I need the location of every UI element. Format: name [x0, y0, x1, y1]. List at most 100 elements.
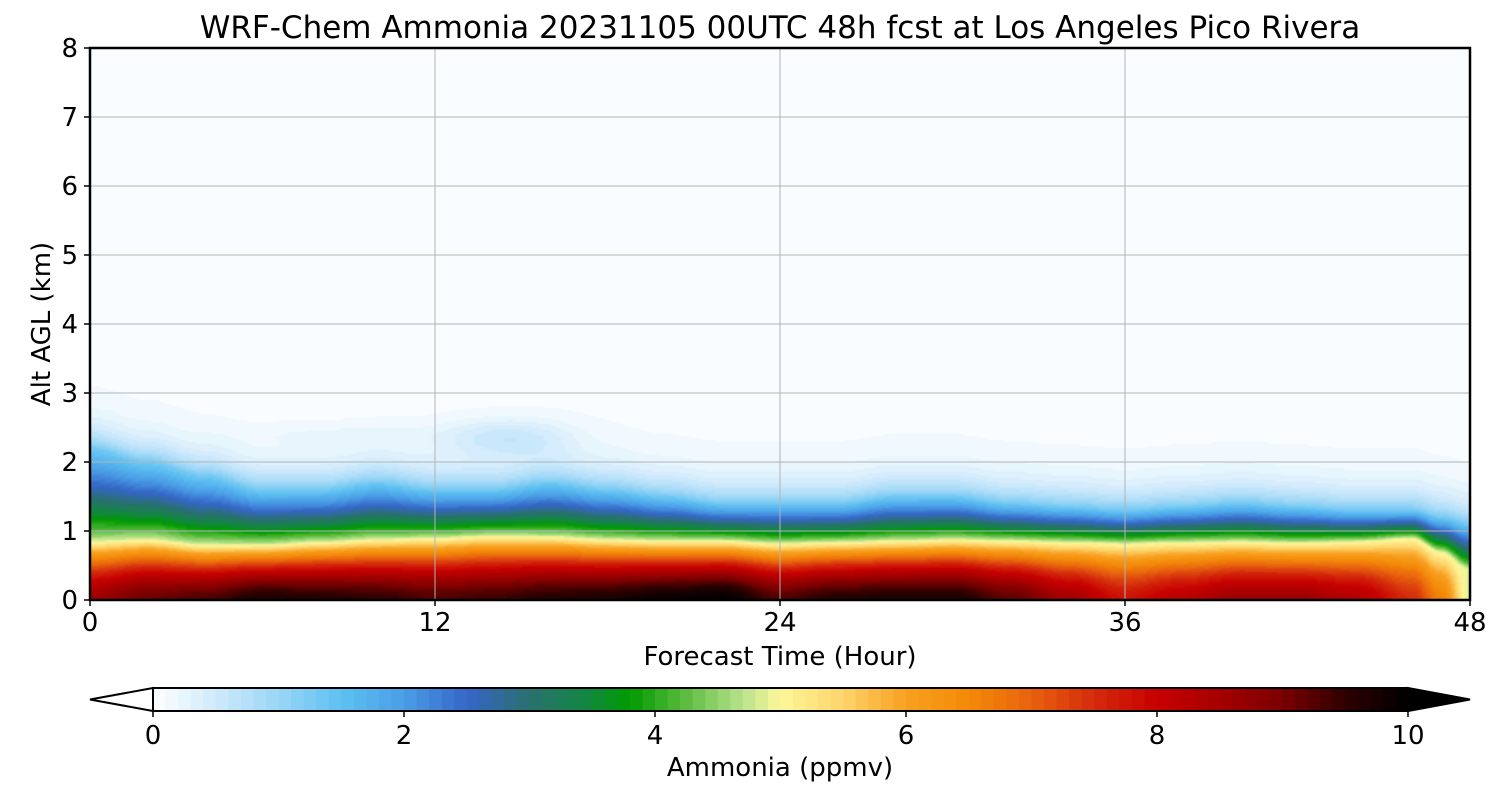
colorbar-swatch-25: [466, 688, 480, 711]
colorbar-swatch-10: [278, 688, 292, 711]
colorbar-frame: [152, 687, 1409, 712]
colorbar-swatch-62: [931, 688, 945, 711]
colorbar-swatch-30: [529, 688, 543, 711]
colorbar-swatch-18: [378, 688, 393, 711]
x-axis-label: Forecast Time (Hour): [643, 642, 916, 672]
colorbar-over-arrow: [1407, 686, 1471, 713]
x-tick-label-4: 48: [1453, 608, 1486, 638]
colorbar-swatch-9: [265, 688, 280, 711]
colorbar-swatch-69: [1018, 688, 1033, 711]
colorbar-swatch-6: [228, 688, 242, 711]
colorbar-swatch-7: [240, 688, 254, 711]
x-tick-label-1: 12: [418, 608, 451, 638]
colorbar-swatch-53: [818, 688, 832, 711]
colorbar-swatch-63: [943, 688, 957, 711]
colorbar-swatch-88: [1257, 688, 1271, 711]
colorbar-tick-label-0: 0: [145, 721, 162, 751]
colorbar-swatch-45: [717, 688, 731, 711]
colorbar-swatch-39: [642, 688, 656, 711]
colorbar-swatch-1: [165, 688, 179, 711]
colorbar-swatch-81: [1169, 688, 1183, 711]
colorbar-swatch-35: [592, 688, 606, 711]
colorbar-tick-label-2: 4: [647, 721, 664, 751]
colorbar-swatch-80: [1157, 688, 1171, 711]
colorbar-swatch-20: [404, 688, 418, 711]
colorbar-swatch-41: [667, 688, 681, 711]
colorbar-swatch-67: [993, 688, 1007, 711]
colorbar-swatch-43: [692, 688, 706, 711]
colorbar: 0 2 4 6 8 10: [89, 686, 1471, 751]
colorbar-swatch-47: [742, 688, 756, 711]
y-axis: 0 1 2 3 4 5 6 7 8: [61, 34, 90, 616]
y-tick-label-6: 6: [61, 172, 78, 202]
colorbar-swatch-57: [868, 688, 882, 711]
colorbar-swatch-61: [918, 688, 932, 711]
x-tick-label-2: 24: [763, 608, 796, 638]
colorbar-swatch-60: [906, 688, 920, 711]
colorbar-swatch-74: [1081, 688, 1095, 711]
colorbar-swatch-77: [1119, 688, 1133, 711]
x-tick-label-3: 36: [1108, 608, 1141, 638]
y-tick-label-7: 7: [61, 103, 78, 133]
colorbar-swatch-40: [655, 688, 669, 711]
colorbar-swatch-92: [1307, 688, 1321, 711]
colorbar-swatch-68: [1006, 688, 1020, 711]
colorbar-swatch-32: [554, 688, 568, 711]
colorbar-swatch-17: [366, 688, 380, 711]
colorbar-swatch-82: [1182, 688, 1196, 711]
colorbar-swatch-58: [880, 688, 895, 711]
colorbar-swatch-73: [1069, 688, 1083, 711]
colorbar-swatch-19: [391, 688, 405, 711]
colorbar-swatch-15: [341, 688, 355, 711]
colorbar-swatch-24: [454, 688, 468, 711]
y-tick-label-5: 5: [61, 241, 78, 271]
colorbar-swatch-28: [504, 688, 518, 711]
colorbar-swatch-44: [705, 688, 719, 711]
colorbar-swatch-50: [780, 688, 794, 711]
colorbar-swatch-55: [843, 688, 857, 711]
colorbar-swatch-75: [1094, 688, 1108, 711]
colorbar-swatch-31: [542, 688, 556, 711]
colorbar-swatch-70: [1031, 688, 1045, 711]
y-tick-label-4: 4: [61, 310, 78, 340]
colorbar-swatch-86: [1232, 688, 1246, 711]
colorbar-swatch-99: [1395, 688, 1409, 711]
x-axis: 0 12 24 36 48: [82, 600, 1487, 638]
colorbar-swatch-66: [981, 688, 995, 711]
colorbar-swatch-96: [1357, 688, 1371, 711]
y-tick-label-1: 1: [61, 517, 78, 547]
colorbar-swatch-54: [830, 688, 844, 711]
colorbar-swatch-5: [215, 688, 229, 711]
chart-title: WRF-Chem Ammonia 20231105 00UTC 48h fcst…: [200, 10, 1361, 46]
colorbar-swatch-49: [767, 688, 782, 711]
colorbar-tick-label-3: 6: [898, 721, 915, 751]
colorbar-swatch-8: [253, 688, 267, 711]
y-axis-label: Alt AGL (km): [27, 242, 57, 406]
colorbar-swatch-85: [1219, 688, 1233, 711]
colorbar-swatch-91: [1295, 688, 1309, 711]
colorbar-swatch-87: [1244, 688, 1258, 711]
colorbar-label: Ammonia (ppmv): [667, 753, 893, 783]
x-tick-label-0: 0: [82, 608, 99, 638]
colorbar-swatch-56: [855, 688, 869, 711]
colorbar-swatch-83: [1194, 688, 1208, 711]
colorbar-swatch-4: [203, 688, 217, 711]
colorbar-swatch-59: [893, 688, 907, 711]
y-tick-label-2: 2: [61, 448, 78, 478]
colorbar-swatch-13: [316, 688, 330, 711]
colorbar-swatch-79: [1144, 688, 1158, 711]
colorbar-tick-label-4: 8: [1149, 721, 1166, 751]
grid-lines: [90, 48, 1470, 600]
colorbar-swatch-90: [1282, 688, 1296, 711]
colorbar-swatch-38: [629, 688, 644, 711]
colorbar-swatch-27: [491, 688, 505, 711]
colorbar-swatch-51: [793, 688, 807, 711]
colorbar-swatch-52: [805, 688, 819, 711]
colorbar-swatch-3: [190, 688, 204, 711]
colorbar-swatch-2: [178, 688, 192, 711]
colorbar-swatches: [153, 688, 1409, 711]
colorbar-swatch-21: [416, 688, 430, 711]
colorbar-swatch-89: [1269, 688, 1284, 711]
